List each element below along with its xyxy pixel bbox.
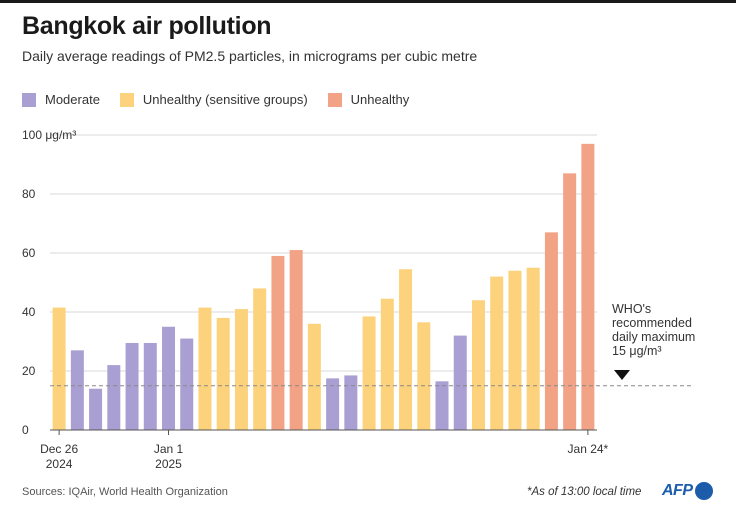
x-tick-label: 2024 xyxy=(46,457,73,471)
bar-dec-30 xyxy=(125,342,139,430)
bar-jan-19 xyxy=(490,276,504,430)
who-marker-icon xyxy=(614,370,630,380)
bar-dec-29 xyxy=(107,365,121,430)
bar-jan-12 xyxy=(362,316,376,430)
bar-jan-16 xyxy=(435,381,449,430)
legend-swatch-sensitive xyxy=(119,92,134,107)
top-rule xyxy=(0,0,736,3)
afp-logo-text: AFP xyxy=(662,482,693,499)
afp-dot-icon xyxy=(694,482,713,500)
bar-jan-17 xyxy=(453,335,467,430)
legend-swatch-moderate xyxy=(22,92,36,107)
bar-jan-3 xyxy=(198,307,212,430)
legend-item-moderate: Moderate xyxy=(22,92,100,107)
bar-jan-6 xyxy=(253,288,267,430)
bar-jan-1 xyxy=(162,326,176,430)
legend-swatch-unhealthy xyxy=(327,92,342,107)
bar-jan-24 xyxy=(581,143,595,430)
y-tick-label: 80 xyxy=(22,187,36,201)
bar-jan-5 xyxy=(234,309,248,430)
bar-jan-7 xyxy=(271,255,285,430)
bar-jan-21 xyxy=(526,267,540,430)
y-tick-label: 20 xyxy=(22,364,36,378)
bar-dec-28 xyxy=(89,388,103,430)
y-tick-label: 0 xyxy=(22,423,29,437)
gridlines xyxy=(50,134,597,372)
legend-item-unhealthy: Unhealthy xyxy=(327,92,410,107)
bar-jan-9 xyxy=(307,323,321,430)
afp-logo: AFP xyxy=(662,482,713,500)
legend-label-moderate: Moderate xyxy=(45,92,100,107)
y-axis: 0 20 40 60 80 100 μg/m³ xyxy=(22,128,76,437)
bar-dec-31 xyxy=(143,342,157,430)
bar-jan-8 xyxy=(289,250,303,430)
bars xyxy=(52,143,595,430)
legend-label-unhealthy: Unhealthy xyxy=(350,92,410,107)
bar-jan-14 xyxy=(399,269,413,430)
bar-dec-27 xyxy=(70,350,84,430)
legend: Moderate Unhealthy (sensitive groups) Un… xyxy=(22,92,429,107)
bar-jan-10 xyxy=(326,378,340,430)
x-tick-label: Dec 26 xyxy=(40,442,78,456)
bar-jan-13 xyxy=(380,298,394,430)
y-tick-label: 100 μg/m³ xyxy=(22,128,76,142)
legend-item-sensitive: Unhealthy (sensitive groups) xyxy=(119,92,308,107)
x-tick-label: 2025 xyxy=(155,457,182,471)
sources-text: Sources: IQAir, World Health Organizatio… xyxy=(22,486,228,498)
y-tick-label: 60 xyxy=(22,246,36,260)
footnote-text: *As of 13:00 local time xyxy=(527,486,642,498)
who-label-line: 15 μg/m³ xyxy=(612,344,662,358)
bar-jan-15 xyxy=(417,322,431,430)
chart-subtitle: Daily average readings of PM2.5 particle… xyxy=(22,48,478,64)
bar-jan-4 xyxy=(216,317,230,430)
legend-label-sensitive: Unhealthy (sensitive groups) xyxy=(142,92,308,107)
bar-jan-23 xyxy=(563,173,577,430)
x-tick-label: Jan 1 xyxy=(154,442,184,456)
y-tick-label: 40 xyxy=(22,305,36,319)
bar-jan-20 xyxy=(508,270,522,430)
chart-title: Bangkok air pollution xyxy=(22,12,272,40)
who-label-line: daily maximum xyxy=(612,330,695,344)
bar-jan-2 xyxy=(180,338,194,430)
x-tick-label: Jan 24* xyxy=(568,442,609,456)
bar-jan-11 xyxy=(344,375,358,430)
bar-jan-18 xyxy=(471,300,485,430)
who-label-line: WHO's xyxy=(612,302,651,316)
bar-dec-26 xyxy=(52,307,66,430)
who-label-line: recommended xyxy=(612,316,692,330)
bar-jan-22 xyxy=(544,232,558,430)
